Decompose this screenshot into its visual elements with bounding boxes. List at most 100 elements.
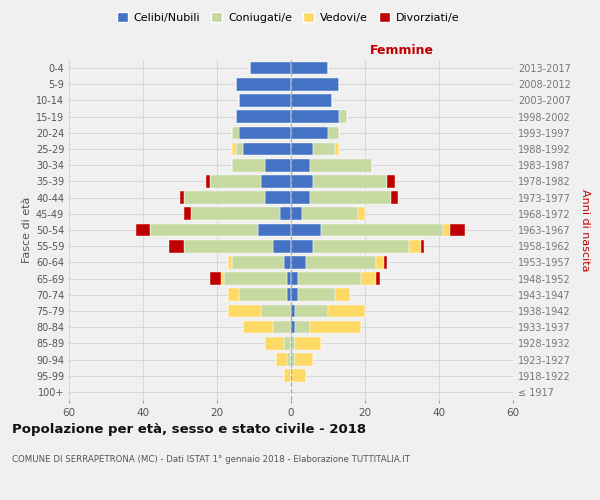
Bar [320, 224, 443, 236]
Bar [313, 175, 387, 188]
Bar [284, 256, 291, 268]
Bar [387, 175, 395, 188]
Bar [280, 208, 291, 220]
Bar [361, 272, 376, 285]
Bar [232, 126, 239, 139]
Bar [265, 159, 291, 172]
Bar [284, 370, 291, 382]
Bar [295, 321, 310, 334]
Bar [295, 353, 313, 366]
Bar [291, 126, 328, 139]
Bar [383, 256, 387, 268]
Bar [232, 256, 284, 268]
Bar [291, 208, 302, 220]
Bar [291, 62, 328, 74]
Bar [250, 62, 291, 74]
Bar [310, 192, 391, 204]
Bar [291, 337, 295, 349]
Bar [287, 353, 291, 366]
Bar [272, 321, 291, 334]
Bar [291, 370, 306, 382]
Bar [313, 142, 335, 156]
Bar [291, 142, 313, 156]
Y-axis label: Fasce di età: Fasce di età [22, 197, 32, 263]
Bar [284, 337, 291, 349]
Bar [239, 94, 291, 107]
Bar [276, 353, 287, 366]
Bar [206, 175, 209, 188]
Bar [151, 224, 258, 236]
Bar [295, 337, 320, 349]
Bar [339, 110, 347, 123]
Bar [184, 240, 272, 252]
Bar [239, 288, 287, 301]
Bar [224, 272, 287, 285]
Bar [169, 240, 184, 252]
Text: Femmine: Femmine [370, 44, 434, 57]
Bar [180, 192, 184, 204]
Bar [291, 78, 339, 90]
Bar [291, 256, 306, 268]
Bar [243, 321, 272, 334]
Bar [376, 256, 383, 268]
Bar [298, 288, 335, 301]
Bar [291, 110, 339, 123]
Bar [291, 240, 313, 252]
Bar [291, 272, 298, 285]
Bar [291, 175, 313, 188]
Bar [287, 272, 291, 285]
Bar [184, 208, 191, 220]
Bar [235, 142, 243, 156]
Bar [291, 321, 295, 334]
Text: Popolazione per età, sesso e stato civile - 2018: Popolazione per età, sesso e stato civil… [12, 422, 366, 436]
Bar [295, 304, 328, 318]
Bar [262, 304, 291, 318]
Bar [191, 208, 280, 220]
Bar [287, 288, 291, 301]
Bar [335, 288, 350, 301]
Bar [262, 175, 291, 188]
Bar [209, 272, 221, 285]
Bar [291, 224, 320, 236]
Bar [221, 272, 224, 285]
Bar [209, 175, 262, 188]
Bar [232, 159, 265, 172]
Bar [235, 110, 291, 123]
Bar [291, 304, 295, 318]
Bar [291, 353, 295, 366]
Bar [136, 224, 151, 236]
Bar [265, 192, 291, 204]
Text: COMUNE DI SERRAPETRONA (MC) - Dati ISTAT 1° gennaio 2018 - Elaborazione TUTTITAL: COMUNE DI SERRAPETRONA (MC) - Dati ISTAT… [12, 455, 410, 464]
Bar [310, 321, 361, 334]
Bar [298, 272, 361, 285]
Bar [391, 192, 398, 204]
Bar [328, 304, 365, 318]
Bar [291, 192, 310, 204]
Bar [235, 78, 291, 90]
Bar [421, 240, 424, 252]
Bar [313, 240, 409, 252]
Bar [232, 142, 235, 156]
Bar [443, 224, 450, 236]
Bar [302, 208, 358, 220]
Bar [306, 256, 376, 268]
Bar [239, 126, 291, 139]
Bar [335, 142, 339, 156]
Bar [358, 208, 365, 220]
Bar [409, 240, 421, 252]
Bar [310, 159, 373, 172]
Bar [184, 192, 265, 204]
Bar [228, 256, 232, 268]
Legend: Celibi/Nubili, Coniugati/e, Vedovi/e, Divorziati/e: Celibi/Nubili, Coniugati/e, Vedovi/e, Di… [112, 8, 464, 28]
Y-axis label: Anni di nascita: Anni di nascita [580, 188, 590, 271]
Bar [243, 142, 291, 156]
Bar [291, 288, 298, 301]
Bar [272, 240, 291, 252]
Bar [258, 224, 291, 236]
Bar [328, 126, 339, 139]
Bar [450, 224, 465, 236]
Bar [376, 272, 380, 285]
Bar [228, 304, 262, 318]
Bar [291, 94, 332, 107]
Bar [265, 337, 284, 349]
